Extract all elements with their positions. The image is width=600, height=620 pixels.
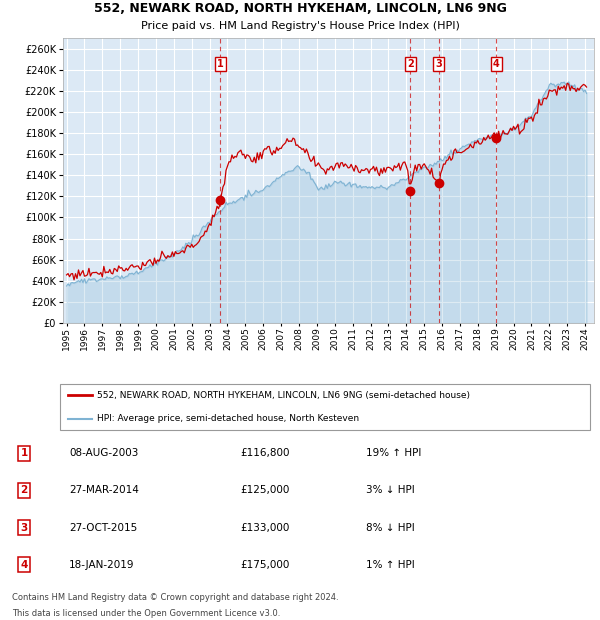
Text: 4: 4 <box>20 560 28 570</box>
Text: 1: 1 <box>217 60 224 69</box>
Text: 552, NEWARK ROAD, NORTH HYKEHAM, LINCOLN, LN6 9NG: 552, NEWARK ROAD, NORTH HYKEHAM, LINCOLN… <box>94 2 506 15</box>
Text: Contains HM Land Registry data © Crown copyright and database right 2024.: Contains HM Land Registry data © Crown c… <box>12 593 338 602</box>
Text: HPI: Average price, semi-detached house, North Kesteven: HPI: Average price, semi-detached house,… <box>97 414 359 423</box>
Text: 3% ↓ HPI: 3% ↓ HPI <box>366 485 415 495</box>
Text: 2: 2 <box>407 60 414 69</box>
Text: 3: 3 <box>20 523 28 533</box>
Text: 18-JAN-2019: 18-JAN-2019 <box>69 560 134 570</box>
Text: 1% ↑ HPI: 1% ↑ HPI <box>366 560 415 570</box>
Text: Price paid vs. HM Land Registry's House Price Index (HPI): Price paid vs. HM Land Registry's House … <box>140 21 460 31</box>
Text: 27-OCT-2015: 27-OCT-2015 <box>69 523 137 533</box>
Text: 1: 1 <box>20 448 28 458</box>
Text: £116,800: £116,800 <box>240 448 290 458</box>
Text: 3: 3 <box>436 60 442 69</box>
Text: 8% ↓ HPI: 8% ↓ HPI <box>366 523 415 533</box>
Text: £125,000: £125,000 <box>240 485 289 495</box>
Text: 27-MAR-2014: 27-MAR-2014 <box>69 485 139 495</box>
Text: 08-AUG-2003: 08-AUG-2003 <box>69 448 139 458</box>
Text: 4: 4 <box>493 60 500 69</box>
Text: 2: 2 <box>20 485 28 495</box>
Text: £133,000: £133,000 <box>240 523 289 533</box>
Text: 19% ↑ HPI: 19% ↑ HPI <box>366 448 421 458</box>
Text: £175,000: £175,000 <box>240 560 289 570</box>
Text: 552, NEWARK ROAD, NORTH HYKEHAM, LINCOLN, LN6 9NG (semi-detached house): 552, NEWARK ROAD, NORTH HYKEHAM, LINCOLN… <box>97 391 470 399</box>
Text: This data is licensed under the Open Government Licence v3.0.: This data is licensed under the Open Gov… <box>12 609 280 618</box>
